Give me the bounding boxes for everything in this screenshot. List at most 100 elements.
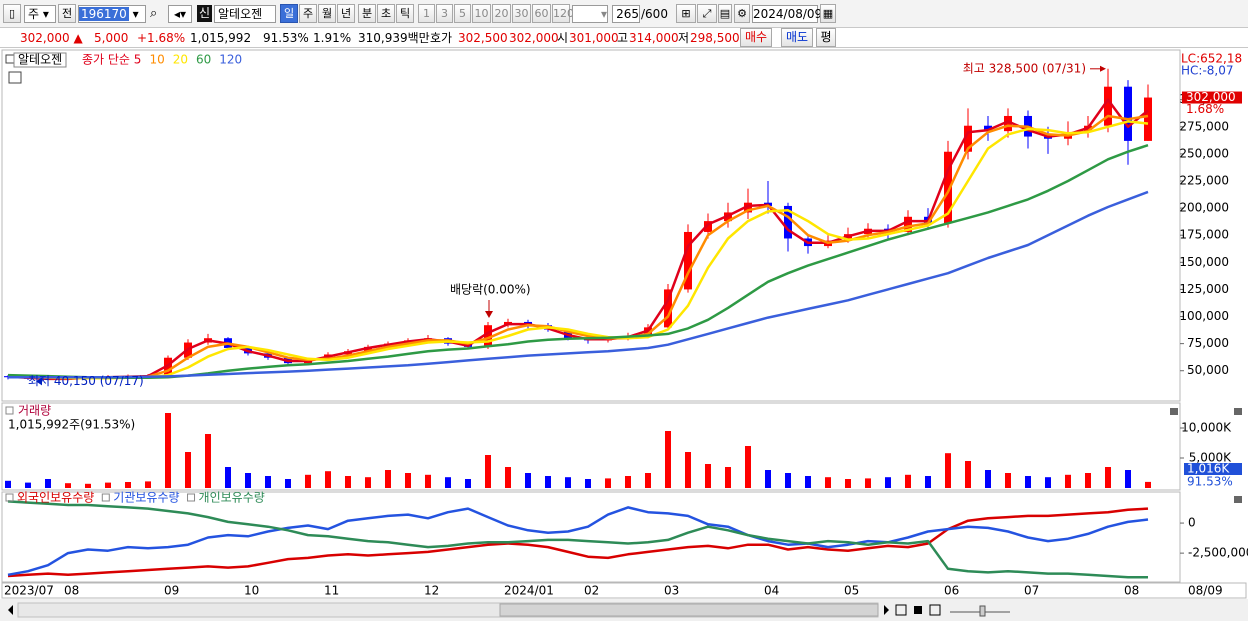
hc-label: HC:-8,07 [1181,64,1234,78]
interval-button[interactable]: 10 [472,4,491,23]
buy-button[interactable]: 매수 [740,28,772,47]
sound-select[interactable]: ◂▾ [168,5,192,23]
period-button[interactable]: 년 [337,4,355,23]
market-select[interactable]: 주 ▾ [24,5,56,23]
badge-text: 신 [198,6,211,20]
legend-label: 기관보유수량 [113,491,179,505]
interval-button[interactable]: 20 [492,4,511,23]
volume-bar [1045,477,1051,488]
legend-label: 10 [149,53,164,67]
arrow-head [36,377,42,386]
code-input[interactable]: 196170 ▾ [78,5,146,23]
panel-close[interactable] [1234,496,1242,503]
scroll-right[interactable] [884,605,889,615]
period: 분 [361,7,373,20]
volume-bar [705,464,711,488]
holding-line [7,506,1149,577]
stop-button[interactable] [914,606,922,614]
panel-close[interactable] [1234,408,1242,415]
settings-button[interactable]: ⚙ [734,4,750,23]
period-button[interactable]: 일 [280,4,298,23]
volume-bar [105,482,111,488]
volume-bar [1085,473,1091,488]
volume-bar [745,446,751,488]
arrow-head [1100,65,1106,72]
interval-button[interactable]: 1 [418,4,435,23]
x-tick-label: 2024/01 [504,584,554,598]
legend-label: 20 [173,53,188,67]
volume-bar [665,431,671,488]
tool-button[interactable]: ▤ [718,4,732,23]
menu-button[interactable]: ▯ [3,4,21,23]
period-button[interactable]: 분 [358,4,376,23]
moving-average [7,114,1149,380]
arrow-head [485,311,493,318]
name-field[interactable]: 알테오젠 [214,5,276,23]
y-tick-label: 125,000 [1179,282,1229,296]
nav-button[interactable] [929,604,941,616]
interval-button[interactable]: 5 [454,4,471,23]
search-icon[interactable]: ⌕ [150,6,158,21]
nav-button[interactable] [895,604,907,616]
interval: 3 [441,7,448,20]
avg-button[interactable]: 평 [816,28,836,47]
y-tick-label: 225,000 [1179,174,1229,188]
scope-button[interactable]: 전 [58,4,76,23]
last-volume-box [1184,463,1242,475]
interval: 30 [514,7,529,20]
volume-bar [1025,476,1031,488]
volume-bar [205,434,211,488]
x-tick-label: 10 [244,584,259,598]
interval-button[interactable]: 120 [552,4,574,23]
period-button[interactable]: 주 [299,4,317,23]
price: 302,000 ▲ [20,31,83,45]
volume-panel [1,402,1181,491]
calendar-button[interactable]: ▦ [820,4,836,23]
sell-button[interactable]: 매도 [781,28,813,47]
candle-body [1124,86,1132,141]
x-tick-label: 07 [1024,584,1039,598]
x-tick-label: 11 [324,584,339,598]
candle-body [684,231,692,290]
volume-bar [605,478,611,488]
volume-bar [685,452,691,488]
ask: 302,500 [458,31,508,45]
tool-button[interactable]: ⊞ [676,4,696,23]
holding-line [7,507,1149,578]
zoom-handle[interactable] [979,605,986,617]
volume-bar [825,477,831,488]
panel-name: 알테오젠 [18,53,62,67]
lc-label: LC:652,18 [1181,52,1242,66]
scroll-left[interactable] [8,605,13,615]
interval-button[interactable]: 60 [532,4,551,23]
x-tick-label: 12 [424,584,439,598]
interval-select[interactable]: ▾ [572,5,608,23]
candle-body [944,151,952,224]
period-button[interactable]: 틱 [396,4,414,23]
count-max-text: /600 [641,7,668,21]
high: 314,000 [629,31,679,45]
y-tick-label: 275,000 [1179,119,1229,133]
period-button[interactable]: 월 [318,4,336,23]
price-panel [1,49,1181,402]
count-input[interactable]: 265 [612,5,640,23]
open: 301,000 [569,31,619,45]
bid: 302,000 [509,31,559,45]
volume-bar [445,477,451,488]
tool-button[interactable]: ⤢ [697,4,717,23]
interval-button[interactable]: 30 [512,4,531,23]
volume-bar [485,455,491,488]
scroll-thumb[interactable] [499,603,879,617]
volume-bar [965,461,971,488]
volume-bar [785,473,791,488]
period: 일 [283,7,295,20]
interval-button[interactable]: 3 [436,4,453,23]
candle-body [744,202,752,213]
period-button[interactable]: 초 [377,4,395,23]
volume-bar [85,483,91,488]
date-input[interactable]: 2024/08/09 [752,5,822,23]
last-price-box [1182,91,1242,104]
volume-bar [225,467,231,488]
moving-average [7,120,1149,380]
panel-close[interactable] [1170,408,1178,415]
